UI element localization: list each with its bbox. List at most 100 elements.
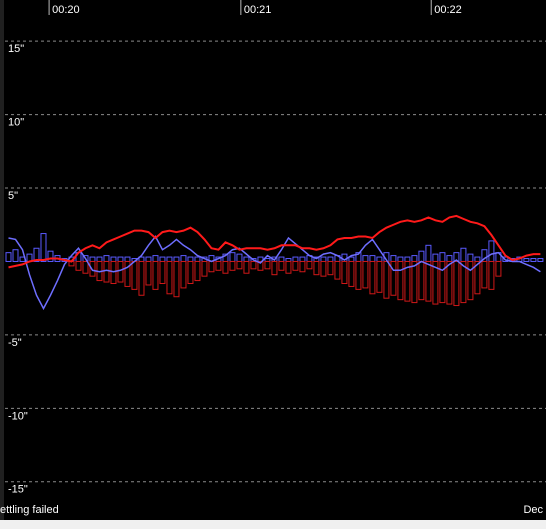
bar [460, 260, 467, 304]
bar [236, 253, 243, 262]
bar [166, 256, 173, 262]
bar [173, 256, 180, 262]
bar [411, 260, 418, 304]
bar [103, 255, 110, 262]
bar [173, 260, 180, 298]
bar [124, 256, 131, 262]
bar [334, 260, 341, 280]
bar [362, 260, 369, 289]
bar [229, 252, 236, 262]
bar [495, 260, 502, 277]
bar [537, 258, 544, 262]
bar [425, 260, 432, 302]
bar [327, 256, 334, 262]
y-tick-label: 15" [8, 43, 24, 55]
bar [215, 260, 222, 271]
y-tick-label: -5" [8, 337, 22, 349]
bar [222, 260, 229, 274]
bar [264, 260, 271, 270]
bar [208, 260, 215, 273]
bar [306, 260, 313, 270]
bar [474, 256, 481, 262]
bar [327, 260, 334, 276]
bar [404, 256, 411, 262]
bar [397, 260, 404, 301]
bar [390, 255, 397, 262]
bar [271, 260, 278, 276]
bar [40, 233, 47, 262]
bar [355, 260, 362, 290]
bar [488, 240, 495, 262]
bar [124, 260, 131, 287]
bar [439, 260, 446, 304]
bar [138, 260, 145, 296]
bar [229, 260, 236, 271]
bar [180, 260, 187, 289]
bar [432, 260, 439, 305]
bar [432, 253, 439, 262]
bar [117, 260, 124, 283]
bar [348, 260, 355, 287]
x-tick-label: 00:22 [434, 4, 462, 16]
bar [47, 250, 54, 262]
bar [243, 260, 250, 274]
bar [320, 260, 327, 277]
bar [75, 260, 82, 271]
bar [187, 260, 194, 285]
line [8, 214, 541, 269]
bar [194, 256, 201, 262]
bar [467, 260, 474, 301]
bar [523, 258, 530, 262]
bar [474, 260, 481, 295]
bar [376, 260, 383, 293]
bar [439, 252, 446, 262]
bar [131, 260, 138, 290]
bar [348, 256, 355, 262]
bar [278, 256, 285, 262]
y-tick-label: 5" [8, 190, 18, 202]
bar [411, 255, 418, 262]
bar [166, 260, 173, 295]
bar [180, 255, 187, 262]
bar [110, 256, 117, 262]
bar [201, 260, 208, 277]
y-tick-label: 10" [8, 116, 24, 128]
bar [397, 256, 404, 262]
bar [383, 260, 390, 299]
bar [292, 260, 299, 271]
bar [89, 256, 96, 262]
bar [362, 255, 369, 262]
bar [96, 256, 103, 262]
bar [425, 244, 432, 262]
bar [145, 260, 152, 286]
bar [145, 256, 152, 262]
x-tick-label: 00:20 [52, 4, 80, 16]
y-tick-label: -10" [8, 410, 28, 422]
bar [236, 260, 243, 270]
bar [89, 260, 96, 277]
bar [12, 249, 19, 262]
bar [152, 260, 159, 290]
bar [460, 247, 467, 262]
y-tick-label: -15" [8, 484, 28, 496]
bar [159, 260, 166, 285]
bar [446, 260, 453, 305]
bar [453, 260, 460, 307]
bar [369, 255, 376, 262]
bar [390, 260, 397, 296]
bar [33, 247, 40, 262]
bar [320, 256, 327, 262]
bar [376, 256, 383, 262]
bar [278, 260, 285, 271]
bar [313, 260, 320, 276]
bar [418, 250, 425, 262]
bar [292, 256, 299, 262]
bar [285, 260, 292, 274]
bar [5, 252, 12, 262]
bar [159, 256, 166, 262]
bar [341, 260, 348, 285]
line [8, 235, 541, 311]
bar [250, 260, 257, 270]
